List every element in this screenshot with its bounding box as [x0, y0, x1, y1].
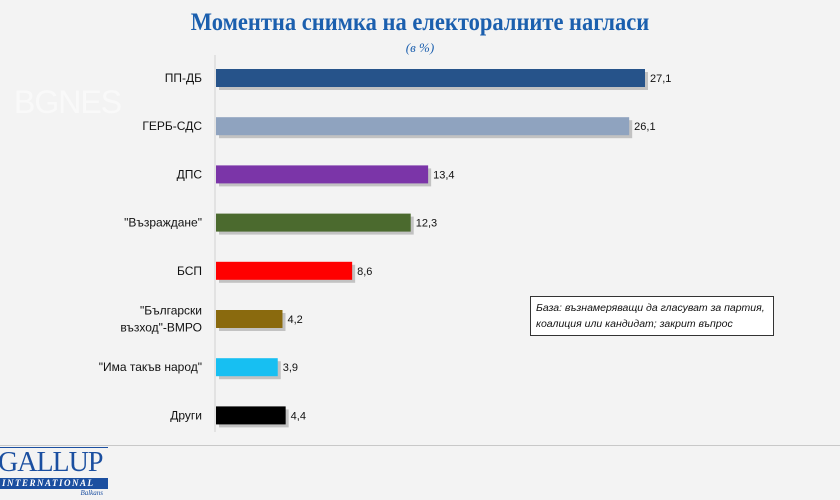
- value-label: 27,1: [650, 73, 671, 85]
- value-label: 13,4: [433, 169, 454, 181]
- value-label: 3,9: [283, 362, 298, 374]
- value-label: 4,4: [291, 410, 306, 422]
- category-label: "Български възход"-ВМРО: [120, 304, 202, 335]
- category-label: ГЕРБ-СДС: [142, 119, 202, 133]
- bar: [216, 310, 283, 328]
- bar: [216, 117, 630, 136]
- chart-subtitle: (в %): [405, 40, 435, 55]
- bar: [216, 69, 645, 87]
- bgnes-watermark: BGNES: [14, 84, 122, 120]
- category-label: "Има такъв народ": [99, 360, 202, 374]
- logo-gallup: GALLUP: [0, 447, 108, 478]
- bar: [216, 358, 278, 377]
- category-label: БСП: [177, 264, 202, 278]
- chart-title: Моментна снимка на електоралните нагласи: [190, 9, 650, 36]
- category-label: ДПС: [177, 167, 203, 181]
- value-label: 26,1: [634, 121, 655, 133]
- bar: [216, 213, 411, 232]
- category-label: Други: [170, 408, 202, 422]
- base-note: База: възнамеряващи да гласуват за парти…: [530, 296, 774, 336]
- value-label: 4,2: [287, 314, 302, 326]
- bar: [216, 406, 286, 425]
- gallup-logo: GALLUP INTERNATIONAL Balkans: [0, 447, 108, 498]
- value-label: 12,3: [416, 218, 437, 230]
- value-label: 8,6: [357, 266, 372, 278]
- logo-balkans: Balkans: [80, 489, 103, 497]
- logo-international: INTERNATIONAL: [0, 478, 108, 489]
- category-label: "Възраждане": [124, 216, 202, 230]
- bar: [216, 165, 429, 184]
- footer-divider: [0, 445, 840, 446]
- category-label: ПП-ДБ: [165, 71, 202, 85]
- bar: [216, 261, 353, 280]
